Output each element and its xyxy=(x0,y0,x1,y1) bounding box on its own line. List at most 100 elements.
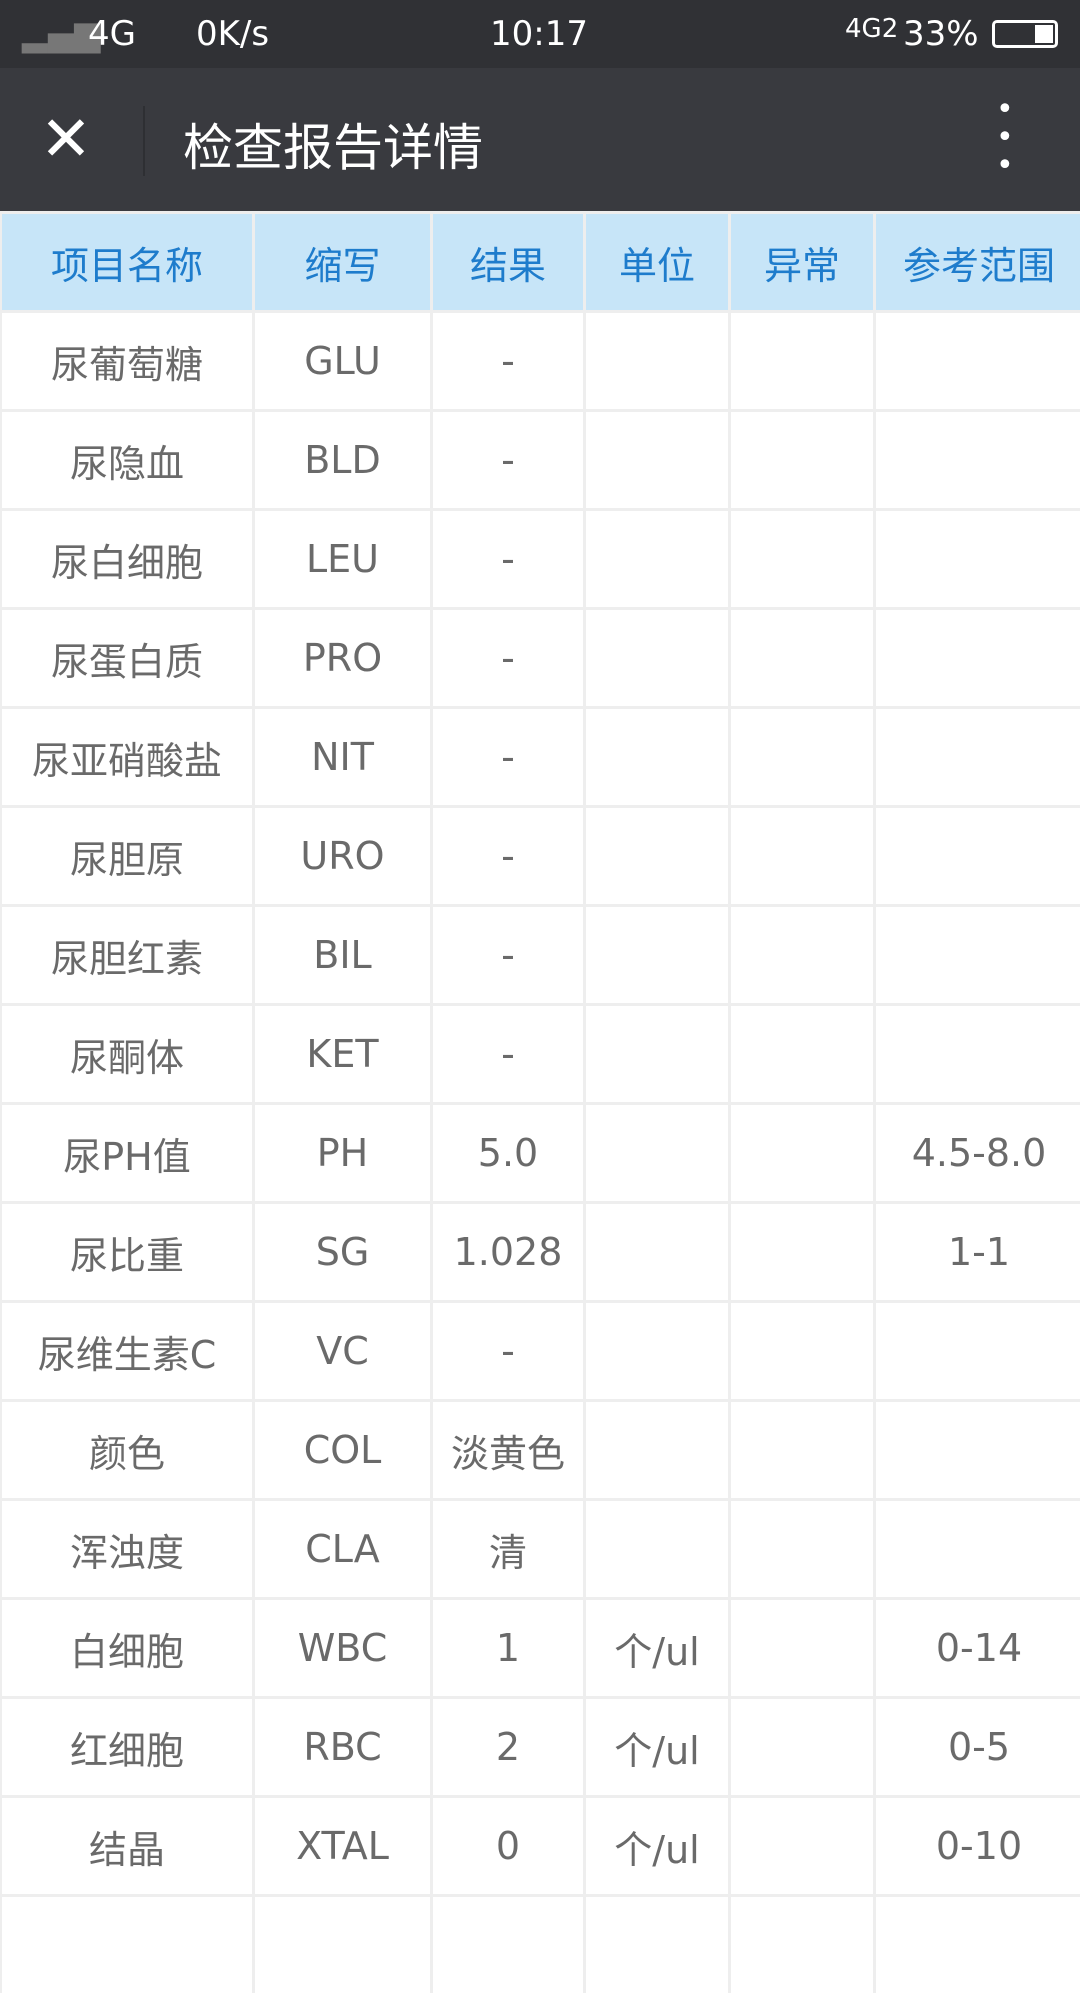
table-cell-unit xyxy=(586,808,728,904)
table-cell-abnormal xyxy=(731,1798,873,1894)
table-cell-abnormal xyxy=(731,709,873,805)
table-cell-abnormal xyxy=(731,1204,873,1300)
table-cell-result: 2 xyxy=(433,1699,583,1795)
divider xyxy=(143,106,145,176)
table-cell-result: - xyxy=(433,610,583,706)
table-cell-item-name: 尿PH值 xyxy=(2,1105,252,1201)
table-cell-reference-range xyxy=(876,412,1080,508)
table-cell-abnormal xyxy=(731,1600,873,1696)
table-cell-unit: 个/ul xyxy=(586,1600,728,1696)
table-cell-unit xyxy=(586,313,728,409)
page-title: 检查报告详情 xyxy=(183,119,483,177)
table-cell-abbreviation: URO xyxy=(255,808,430,904)
table-cell-reference-range xyxy=(876,1897,1080,1993)
table-cell-abbreviation: COL xyxy=(255,1402,430,1498)
column-header-abbreviation: 缩写 xyxy=(255,214,430,310)
table-cell-abnormal xyxy=(731,1303,873,1399)
table-cell-result: - xyxy=(433,907,583,1003)
table-cell-result: - xyxy=(433,412,583,508)
table-cell-item-name: 尿亚硝酸盐 xyxy=(2,709,252,805)
table-cell-unit xyxy=(586,1402,728,1498)
table-cell-result: - xyxy=(433,313,583,409)
table-cell-reference-range xyxy=(876,1303,1080,1399)
table-cell-reference-range xyxy=(876,1006,1080,1102)
table-cell-unit: 个/ul xyxy=(586,1798,728,1894)
table-cell-result: - xyxy=(433,1303,583,1399)
table-cell-abnormal xyxy=(731,412,873,508)
more-vertical-icon[interactable]: • • • xyxy=(996,92,1014,183)
table-cell-abnormal xyxy=(731,1897,873,1993)
table-cell-result xyxy=(433,1897,583,1993)
table-cell-result: 5.0 xyxy=(433,1105,583,1201)
battery-percent: 33% xyxy=(903,14,979,54)
table-cell-unit xyxy=(586,1006,728,1102)
table-cell-abnormal xyxy=(731,1699,873,1795)
table-cell-item-name: 尿维生素C xyxy=(2,1303,252,1399)
table-cell-unit xyxy=(586,511,728,607)
table-cell-result: 淡黄色 xyxy=(433,1402,583,1498)
table-cell-reference-range xyxy=(876,907,1080,1003)
network-type-2: 4G2 xyxy=(845,14,899,44)
table-cell-abbreviation: XTAL xyxy=(255,1798,430,1894)
table-cell-abbreviation: PRO xyxy=(255,610,430,706)
table-cell-item-name: 尿蛋白质 xyxy=(2,610,252,706)
table-cell-abnormal xyxy=(731,511,873,607)
column-header-unit: 单位 xyxy=(586,214,728,310)
table-cell-item-name: 红细胞 xyxy=(2,1699,252,1795)
table-cell-reference-range: 1-1 xyxy=(876,1204,1080,1300)
close-icon[interactable]: ✕ xyxy=(40,102,92,175)
table-cell-abnormal xyxy=(731,1501,873,1597)
table-cell-item-name: 尿葡萄糖 xyxy=(2,313,252,409)
table-cell-reference-range xyxy=(876,808,1080,904)
table-cell-item-name: 颜色 xyxy=(2,1402,252,1498)
table-cell-abbreviation: PH xyxy=(255,1105,430,1201)
table-cell-unit xyxy=(586,1105,728,1201)
table-cell-abnormal xyxy=(731,610,873,706)
network-speed: 0K/s xyxy=(196,14,270,54)
table-cell-reference-range xyxy=(876,511,1080,607)
table-cell-item-name: 尿隐血 xyxy=(2,412,252,508)
column-header-item-name: 项目名称 xyxy=(2,214,252,310)
table-cell-abnormal xyxy=(731,313,873,409)
table-cell-item-name: 尿白细胞 xyxy=(2,511,252,607)
report-table: 项目名称 缩写 结果 单位 异常 参考范围 尿葡萄糖 GLU - 尿隐血 BLD - 尿白细胞 LEU - 尿… xyxy=(0,211,1080,1993)
table-cell-result: 1.028 xyxy=(433,1204,583,1300)
table-cell-reference-range: 0-14 xyxy=(876,1600,1080,1696)
status-bar: ▂▄▆ 4G 0K/s 10:17 4G2 33% xyxy=(0,0,1080,68)
column-header-reference-range: 参考范围 xyxy=(876,214,1080,310)
table-cell-result: - xyxy=(433,709,583,805)
network-type: 4G xyxy=(88,14,136,54)
table-cell-abnormal xyxy=(731,808,873,904)
table-cell-item-name: 尿胆原 xyxy=(2,808,252,904)
table-cell-reference-range xyxy=(876,1501,1080,1597)
table-cell-item-name: 尿胆红素 xyxy=(2,907,252,1003)
column-header-result: 结果 xyxy=(433,214,583,310)
table-cell-abbreviation: GLU xyxy=(255,313,430,409)
table-cell-reference-range xyxy=(876,610,1080,706)
table-cell-abbreviation: BLD xyxy=(255,412,430,508)
table-cell-abbreviation: WBC xyxy=(255,1600,430,1696)
title-bar: ✕ 检查报告详情 • • • xyxy=(0,68,1080,211)
table-cell-unit xyxy=(586,1204,728,1300)
table-cell-item-name: 浑浊度 xyxy=(2,1501,252,1597)
table-cell-result: 0 xyxy=(433,1798,583,1894)
table-cell-abbreviation: BIL xyxy=(255,907,430,1003)
table-cell-unit xyxy=(586,1501,728,1597)
table-cell-abbreviation: KET xyxy=(255,1006,430,1102)
table-cell-result: 1 xyxy=(433,1600,583,1696)
table-cell-abbreviation: SG xyxy=(255,1204,430,1300)
signal-icon: ▂▄▆ xyxy=(22,14,101,54)
table-cell-item-name: 白细胞 xyxy=(2,1600,252,1696)
table-cell-reference-range: 0-10 xyxy=(876,1798,1080,1894)
table-cell-reference-range: 4.5-8.0 xyxy=(876,1105,1080,1201)
table-cell-abnormal xyxy=(731,1006,873,1102)
table-cell-unit xyxy=(586,907,728,1003)
table-cell-result: - xyxy=(433,808,583,904)
table-cell-item-name: 尿比重 xyxy=(2,1204,252,1300)
table-cell-abnormal xyxy=(731,907,873,1003)
table-cell-abbreviation: VC xyxy=(255,1303,430,1399)
table-cell-abnormal xyxy=(731,1402,873,1498)
table-cell-abbreviation: NIT xyxy=(255,709,430,805)
table-cell-abbreviation: CLA xyxy=(255,1501,430,1597)
table-cell-result: 清 xyxy=(433,1501,583,1597)
